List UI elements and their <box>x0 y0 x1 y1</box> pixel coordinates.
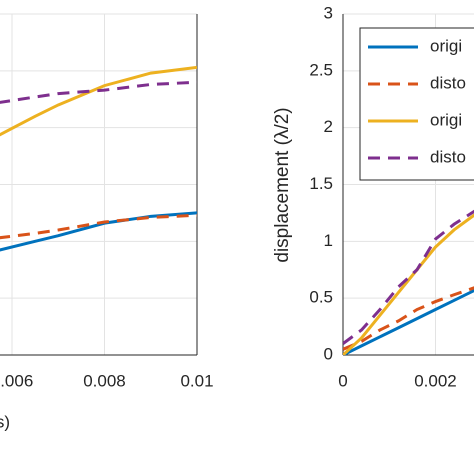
series-line <box>343 209 474 345</box>
series-line <box>0 211 197 252</box>
y-axis-label: displacement (λ/2) <box>272 107 293 262</box>
y-tick-label: 2.5 <box>309 60 333 79</box>
legend-box <box>359 27 474 181</box>
series-line <box>343 213 474 355</box>
x-tick-label: 0.002 <box>414 371 457 390</box>
x-tick-label: 0 <box>338 371 347 390</box>
series-line <box>343 288 474 355</box>
y-tick-label: 0 <box>324 344 333 363</box>
y-tick-label: 1.5 <box>309 174 333 193</box>
y-tick-label: 0.5 <box>309 288 333 307</box>
y-tick-label: 2 <box>324 117 333 136</box>
x-tick-label: 0.006 <box>0 371 33 390</box>
series-line <box>343 286 474 351</box>
x-tick-label: 0.01 <box>180 371 213 390</box>
series-line <box>0 213 197 240</box>
legend-label: origi <box>430 110 462 129</box>
x-axis-label: time (s) <box>0 412 10 431</box>
series-line <box>0 65 197 137</box>
legend-label: disto <box>430 147 466 166</box>
legend-label: disto <box>430 73 466 92</box>
y-tick-label: 3 <box>324 3 333 22</box>
series-line <box>0 80 197 104</box>
x-tick-label: 0.008 <box>83 371 126 390</box>
y-tick-label: 1 <box>324 231 333 250</box>
legend-label: origi <box>430 36 462 55</box>
